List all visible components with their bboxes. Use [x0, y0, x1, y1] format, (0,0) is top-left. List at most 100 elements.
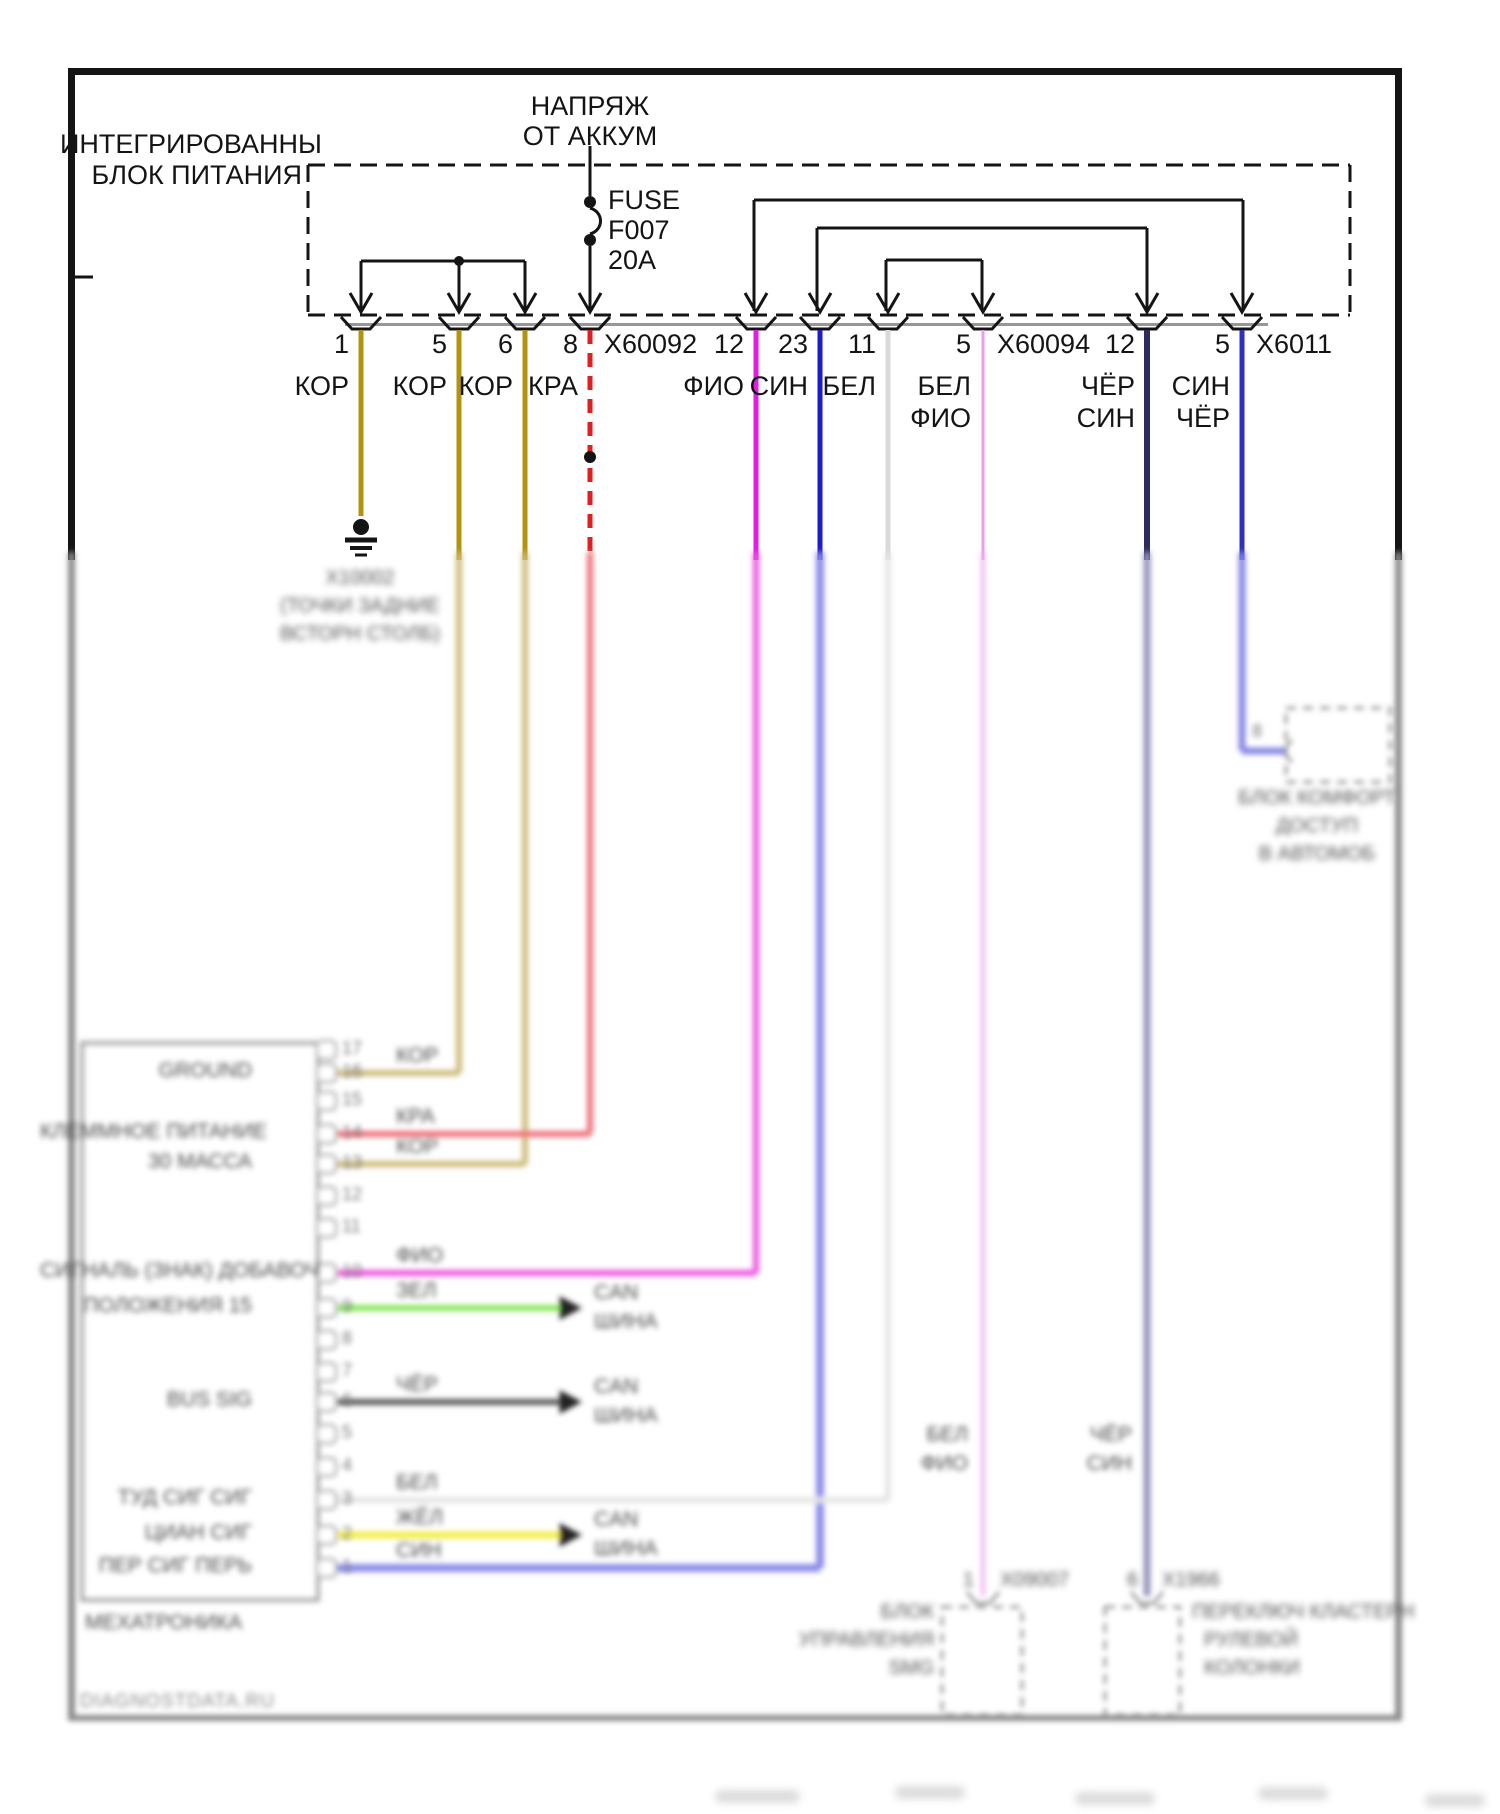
mech-row-label-1: КЛЕММНОЕ ПИТАНИЕ — [40, 1120, 267, 1143]
pin-number-8: 12 — [1104, 329, 1135, 359]
mech-row-label-8: ПЕР СИГ ПЕРЬ — [98, 1554, 252, 1577]
can-arrowhead — [559, 1296, 583, 1320]
mech-row-label-3: СИГНАЛЬ (ЗНАК) ДОБАВОЧ — [40, 1259, 320, 1282]
mech-pin-stub — [315, 1039, 338, 1061]
fuse-s-curve — [589, 206, 602, 236]
mid-wire-color-left-line1: БЕЛ — [926, 1423, 968, 1446]
comfort-box-label-line2: ДОСТУП — [1275, 815, 1359, 837]
connector-bracket — [866, 315, 910, 331]
mech-wire-color-3: ФИО — [396, 1244, 444, 1267]
mech-pin-stub-number-11: 6 — [342, 1390, 353, 1410]
mech-pin-stub — [315, 1489, 338, 1511]
smg-box-label-line2: УПРАВЛЕНИЯ — [798, 1629, 934, 1651]
can-arrowhead — [559, 1390, 583, 1414]
szl-box-label-line2: РУЛЕВОЙ — [1204, 1629, 1299, 1651]
connector-bracket — [437, 315, 481, 331]
connector-name-3: X60092 — [604, 329, 698, 359]
pin-number-5: 23 — [777, 329, 808, 359]
smg-box-label-line1: БЛОК — [880, 1601, 934, 1623]
mech-pin-stub — [315, 1297, 338, 1319]
mech-pin-stub — [315, 1123, 338, 1145]
connector-bracket — [798, 315, 842, 331]
pin-number-1: 5 — [431, 329, 447, 359]
smg-box — [940, 1605, 1024, 1717]
mech-pin-stub-number-13: 4 — [342, 1455, 353, 1475]
mech-pin-stub — [315, 1361, 338, 1383]
mech-wire-color-5: ЧЁР — [396, 1373, 439, 1396]
ground-point-label-line1: X10002 — [325, 567, 395, 589]
mech-pin-stub — [315, 1391, 338, 1413]
mech-pin-stub — [315, 1062, 338, 1084]
connector-bracket — [1220, 315, 1264, 331]
can-bus-label-1-2: ШИНА — [594, 1404, 658, 1427]
connector-bracket — [1125, 315, 1169, 331]
pin-number-0: 1 — [333, 329, 349, 359]
smg-connector-name: X09007 — [1000, 1569, 1069, 1591]
arrowhead-chevron — [743, 292, 769, 315]
mech-pin-stub-number-4: 13 — [342, 1152, 363, 1172]
mech-wire-color-2: КОР — [396, 1135, 439, 1158]
mid-wire-color-left-line2: ФИО — [920, 1452, 968, 1475]
mech-row-label-0: GROUND — [158, 1059, 252, 1082]
mech-pin-stub — [315, 1423, 338, 1445]
fuse-label-line2: F007 — [608, 215, 670, 245]
mechatronics-box — [80, 1041, 320, 1602]
comfort-pin-number: 8 — [1252, 721, 1263, 741]
szl-connector-name: X1966 — [1162, 1569, 1220, 1591]
mech-row-label-5: BUS SIG — [166, 1388, 252, 1411]
bottom-smudge — [1075, 1792, 1155, 1805]
fuse-dot-bottom — [584, 234, 596, 246]
can-bus-label-2-1: CAN — [594, 1508, 639, 1531]
can-bus-label-0-2: ШИНА — [594, 1310, 658, 1333]
arrowhead-chevron — [577, 292, 603, 315]
wire-color-label-9-2: ЧЁР — [1175, 403, 1230, 433]
wire-color-label-7-1: БЕЛ — [917, 371, 971, 401]
mech-row-label-2: 30 МАССА — [147, 1150, 252, 1173]
arrowhead-chevron — [807, 292, 833, 315]
battery-voltage-label-line2: ОТ АККУМ — [522, 121, 658, 151]
blurred-linework — [68, 552, 1402, 1721]
connector-bracket — [503, 315, 547, 331]
comfort-box — [1284, 706, 1392, 784]
comfort-box-label-line1: БЛОК КОМФОРТ — [1238, 787, 1396, 809]
ground-symbol-dot — [353, 519, 369, 535]
mech-pin-stub-number-7: 10 — [342, 1261, 363, 1281]
can-bus-label-1-1: CAN — [594, 1375, 639, 1398]
arrowhead-chevron — [348, 292, 374, 315]
connector-name-9: X6011 — [1256, 329, 1333, 359]
bottom-smudge — [1258, 1787, 1328, 1800]
power-box-label-line2: БЛОК ПИТАНИЯ — [91, 160, 303, 190]
can-bus-label-2-2: ШИНА — [594, 1537, 658, 1560]
mech-pin-stub — [315, 1524, 338, 1546]
mech-pin-stub-number-0: 17 — [342, 1038, 363, 1058]
mech-row-label-6: ТУД СИГ СИГ — [117, 1486, 252, 1509]
mech-row-label-4: ПОЛОЖЕНИЯ 15 — [83, 1294, 252, 1317]
mech-pin-stub — [315, 1217, 338, 1239]
pin-number-7: 5 — [955, 329, 971, 359]
mid-wire-color-right-line2: СИН — [1086, 1452, 1132, 1475]
connector-bracket — [961, 315, 1005, 331]
szl-pin-number: 6 — [1126, 1569, 1138, 1591]
mech-pin-stub-number-16: 1 — [342, 1556, 353, 1576]
fuse-label-line3: 20A — [608, 245, 657, 275]
smg-box-label-line3: SMG — [888, 1657, 934, 1679]
mech-wire-color-1: КРА — [396, 1105, 435, 1128]
smg-pin-number: 1 — [962, 1569, 974, 1591]
mech-pin-stub-number-12: 5 — [342, 1422, 353, 1442]
arrowhead-chevron — [446, 292, 472, 315]
mech-pin-stub-number-3: 14 — [342, 1122, 363, 1142]
fuse-label-line1: FUSE — [608, 185, 681, 215]
mech-pin-stub-number-14: 3 — [342, 1488, 353, 1508]
battery-voltage-label-line1: НАПРЯЖ — [530, 91, 650, 121]
szl-box-label-line1: ПЕРЕКЛЮЧ КЛАСТЕРН — [1192, 1601, 1415, 1623]
comfort-box-label-line3: В АВТОМОБ — [1258, 843, 1376, 865]
arrowhead-chevron — [875, 292, 901, 315]
wire-color-label-7-2: ФИО — [910, 403, 971, 433]
bottom-smudge — [895, 1786, 965, 1799]
mech-pin-stub-number-2: 15 — [342, 1089, 363, 1109]
bottom-smudge — [1425, 1794, 1485, 1807]
arrowhead-chevron — [512, 292, 538, 315]
mech-pin-stub — [315, 1456, 338, 1478]
